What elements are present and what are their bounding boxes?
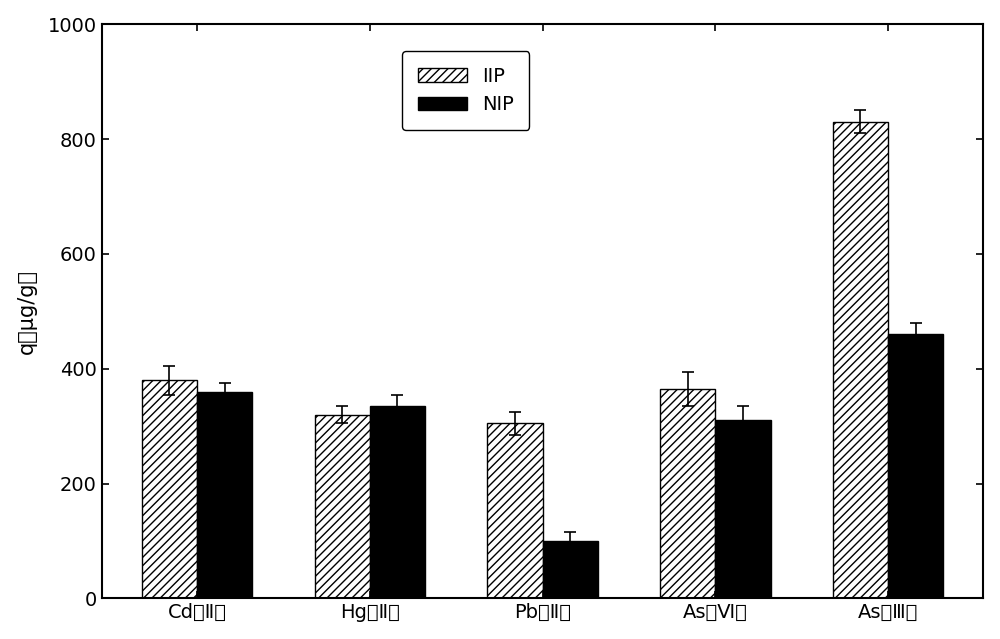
Bar	[370, 406, 425, 599]
Bar	[543, 541, 598, 599]
Bar	[197, 392, 252, 599]
Y-axis label: q（μg/g）: q（μg/g）	[17, 269, 37, 354]
Bar	[315, 415, 370, 599]
Bar	[888, 334, 943, 599]
Bar	[660, 389, 715, 599]
Legend: IIP, NIP: IIP, NIP	[402, 51, 529, 130]
Bar	[833, 122, 888, 599]
Bar	[142, 380, 197, 599]
Bar	[715, 420, 771, 599]
Bar	[487, 423, 543, 599]
